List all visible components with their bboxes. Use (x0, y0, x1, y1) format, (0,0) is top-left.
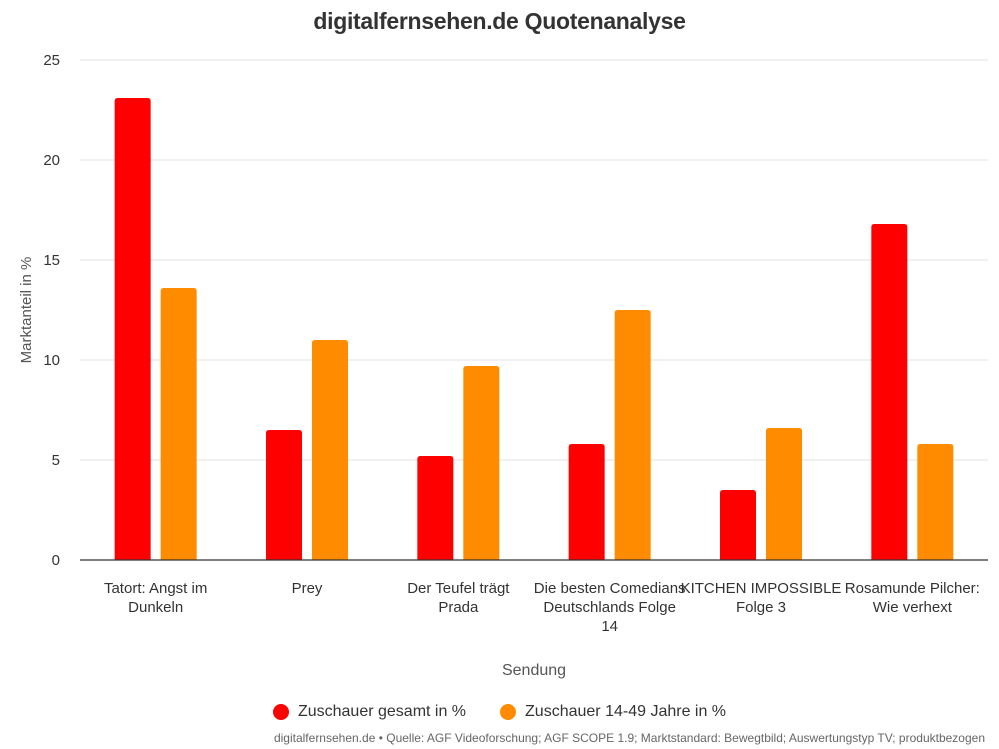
bar-total-3[interactable] (568, 444, 605, 560)
bar-14-49-4[interactable] (766, 428, 802, 560)
x-tick-label: Prey (292, 580, 323, 597)
bar-total-4[interactable] (720, 490, 756, 560)
bar-total-5[interactable] (871, 224, 908, 560)
y-tick-label: 0 (52, 552, 60, 569)
bar-total-0[interactable] (114, 98, 151, 560)
x-axis-ticks: Tatort: Angst im Dunkeln Prey Der Teufel tr… (104, 580, 980, 635)
x-tick-label: Tatort: Angst im Dunkeln (104, 580, 207, 616)
bar-total-2[interactable] (417, 456, 454, 560)
bars (114, 98, 954, 560)
y-axis-label: Marktanteil in % (18, 257, 35, 364)
x-tick-label: KITCHEN IMPOSSIBLE Folge 3 (681, 580, 842, 616)
legend-marker-14-49 (500, 704, 517, 720)
bar-14-49-2[interactable] (463, 366, 500, 560)
x-axis-label: Sendung (502, 662, 566, 679)
bar-total-1[interactable] (266, 430, 302, 560)
gridlines (80, 59, 988, 461)
legend-label-total: Zuschauer gesamt in % (297, 703, 467, 720)
legend-label-14-49: Zuschauer 14-49 Jahre in % (525, 703, 727, 720)
source-note: digitalfernsehen.de • Quelle: AGF Videof… (273, 731, 985, 745)
legend-item-total[interactable]: Zuschauer gesamt in % (272, 703, 467, 721)
bar-chart: 0 5 10 15 20 25 Tatort: Angst im Dunkeln Prey De… (18, 52, 988, 679)
legend-item-14-49[interactable]: Zuschauer 14-49 Jahre in % (500, 703, 726, 721)
x-tick-label: Der Teufel trägt Prada (407, 580, 510, 616)
x-tick-label: Rosamunde Pilcher: Wie verhext (845, 580, 980, 616)
y-axis-ticks: 0 5 10 15 20 25 (43, 52, 60, 569)
x-tick-label: Die besten Comedians Deutschlands Folge 14 (534, 580, 686, 635)
legend-marker-total (272, 704, 289, 720)
bar-14-49-5[interactable] (917, 444, 954, 560)
bar-14-49-3[interactable] (614, 310, 651, 560)
bar-14-49-1[interactable] (312, 340, 348, 560)
y-tick-label: 20 (43, 152, 60, 169)
y-tick-label: 10 (43, 352, 60, 369)
legend: Zuschauer gesamt in % Zuschauer 14-49 Ja… (0, 703, 999, 721)
y-tick-label: 25 (43, 52, 60, 69)
y-tick-label: 15 (43, 252, 60, 269)
bar-14-49-0[interactable] (160, 288, 197, 560)
chart-title: digitalfernsehen.de Quotenanalyse (313, 8, 686, 34)
y-tick-label: 5 (52, 452, 60, 469)
